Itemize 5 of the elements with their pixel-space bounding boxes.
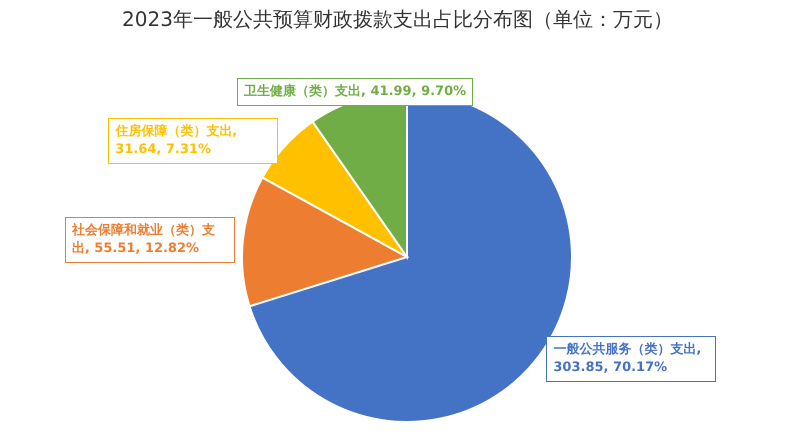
slice-label: 一般公共服务（类）支出, 303.85, 70.17%	[546, 336, 716, 382]
chart-title: 2023年一般公共预算财政拨款支出占比分布图（单位：万元）	[121, 6, 674, 33]
slice-label: 社会保障和就业（类）支出, 55.51, 12.82%	[64, 216, 235, 263]
slice-label: 卫生健康（类）支出, 41.99, 9.70%	[237, 78, 474, 106]
slice-label: 住房保障（类）支出, 31.64, 7.31%	[108, 118, 278, 164]
